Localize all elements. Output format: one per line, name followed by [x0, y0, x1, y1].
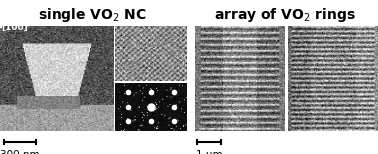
- Text: single VO$_2$ NC: single VO$_2$ NC: [38, 6, 147, 24]
- Text: 300 nm: 300 nm: [0, 150, 40, 154]
- Text: array of VO$_2$ rings: array of VO$_2$ rings: [214, 6, 356, 24]
- Text: 1 μm: 1 μm: [195, 150, 222, 154]
- Text: [100]: [100]: [1, 22, 28, 31]
